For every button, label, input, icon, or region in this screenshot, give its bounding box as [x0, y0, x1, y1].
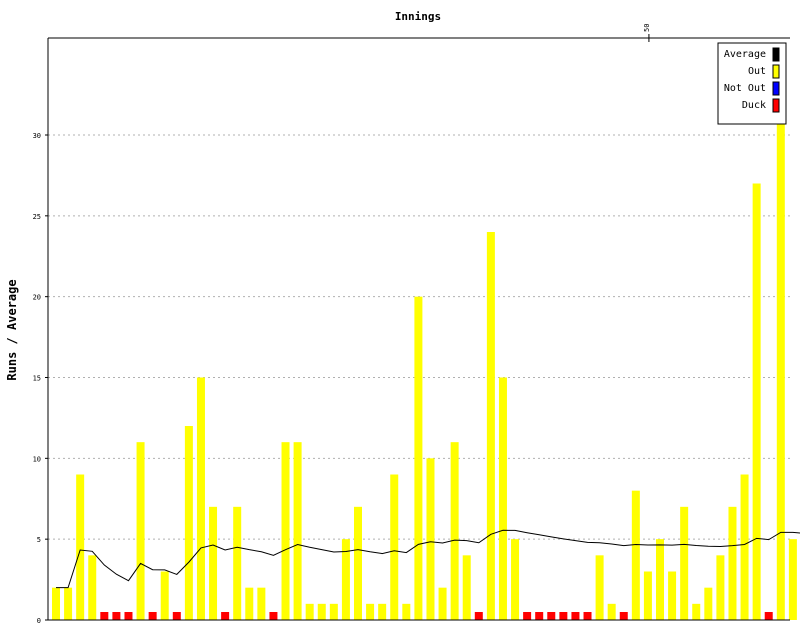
bar-inning-19 — [269, 612, 278, 620]
bar-inning-22 — [305, 603, 314, 620]
bar-inning-51 — [656, 539, 664, 620]
y-tick-label-0: 0 — [37, 617, 41, 625]
x-top-ticks: 50 — [643, 24, 651, 42]
bar-inning-17 — [245, 587, 254, 620]
bar-inning-4 — [88, 555, 97, 620]
bar-inning-42 — [547, 612, 556, 620]
bar-inning-50 — [643, 571, 652, 620]
bar-inning-62 — [788, 539, 797, 620]
bar-inning-39 — [511, 539, 520, 620]
x-top-tick-label-50: 50 — [643, 24, 651, 32]
legend-swatch-not-out — [772, 81, 780, 96]
bar-inning-48 — [619, 612, 628, 620]
bar-inning-3 — [76, 474, 85, 620]
bar-inning-58 — [740, 474, 749, 620]
bar-inning-46 — [595, 555, 604, 620]
bar-inning-38 — [498, 377, 507, 620]
bar-inning-7 — [124, 612, 133, 620]
chart-title: Innings — [395, 10, 441, 23]
bar-inning-61 — [776, 118, 785, 620]
legend-swatch-average — [772, 47, 780, 62]
bar-inning-13 — [196, 377, 205, 620]
bar-inning-9 — [148, 612, 157, 620]
bar-inning-40 — [523, 612, 532, 620]
bar-inning-18 — [257, 587, 266, 620]
bar-inning-41 — [535, 612, 544, 620]
bar-inning-24 — [329, 603, 338, 620]
bar-inning-14 — [209, 506, 218, 620]
bar-inning-20 — [281, 442, 290, 620]
y-ticks: 0 5 10 15 20 25 30 — [33, 132, 48, 625]
bar-inning-34 — [450, 442, 459, 620]
bar-inning-49 — [631, 490, 640, 620]
bar-inning-29 — [390, 474, 399, 620]
bar-inning-27 — [366, 603, 375, 620]
legend-label-out: Out — [748, 66, 766, 77]
bar-inning-30 — [402, 603, 411, 620]
bar-inning-1 — [52, 587, 60, 620]
bar-inning-2 — [64, 587, 73, 620]
bar-inning-37 — [486, 232, 495, 620]
bar-inning-56 — [716, 555, 725, 620]
bar-inning-23 — [317, 603, 326, 620]
bar-inning-44 — [571, 612, 580, 620]
bar-inning-52 — [668, 571, 677, 620]
bar-inning-35 — [462, 555, 471, 620]
bar-inning-10 — [160, 571, 169, 620]
legend-label-average: Average — [724, 49, 766, 60]
legend-swatch-out — [772, 64, 780, 79]
bar-inning-43 — [559, 612, 568, 620]
bar-inning-47 — [607, 603, 616, 620]
bar-inning-36 — [474, 612, 483, 620]
bar-inning-60 — [764, 612, 773, 620]
bar-inning-53 — [680, 506, 689, 620]
y-tick-label-25: 25 — [33, 213, 41, 221]
y-tick-label-15: 15 — [33, 375, 41, 383]
bar-inning-8 — [136, 442, 145, 620]
bar-inning-15 — [221, 612, 230, 620]
bar-inning-54 — [692, 603, 701, 620]
bar-inning-59 — [752, 183, 761, 620]
bar-inning-5 — [100, 612, 109, 620]
bar-inning-21 — [293, 442, 302, 620]
legend-label-duck: Duck — [742, 100, 766, 111]
y-axis-label: Runs / Average — [5, 279, 19, 380]
average-polyline — [56, 529, 800, 589]
average-line — [56, 529, 800, 589]
bar-inning-11 — [172, 612, 181, 620]
legend: Average Out Not Out Duck — [717, 42, 787, 125]
legend-label-not-out: Not Out — [724, 83, 766, 94]
bar-inning-57 — [728, 506, 737, 620]
y-tick-label-30: 30 — [33, 132, 41, 140]
bars — [52, 118, 797, 620]
bar-inning-31 — [414, 296, 423, 620]
bar-inning-55 — [704, 587, 713, 620]
bar-inning-28 — [378, 603, 387, 620]
y-tick-label-20: 20 — [33, 294, 41, 302]
bar-inning-16 — [233, 506, 242, 620]
bar-inning-32 — [426, 458, 435, 620]
bar-inning-6 — [112, 612, 121, 620]
bar-inning-33 — [438, 587, 447, 620]
legend-swatch-duck — [772, 98, 780, 113]
y-tick-label-5: 5 — [37, 536, 41, 544]
y-tick-label-10: 10 — [33, 455, 41, 463]
bar-inning-45 — [583, 612, 592, 620]
bar-inning-26 — [354, 506, 362, 620]
bar-inning-12 — [184, 426, 193, 620]
bar-inning-25 — [341, 539, 350, 620]
